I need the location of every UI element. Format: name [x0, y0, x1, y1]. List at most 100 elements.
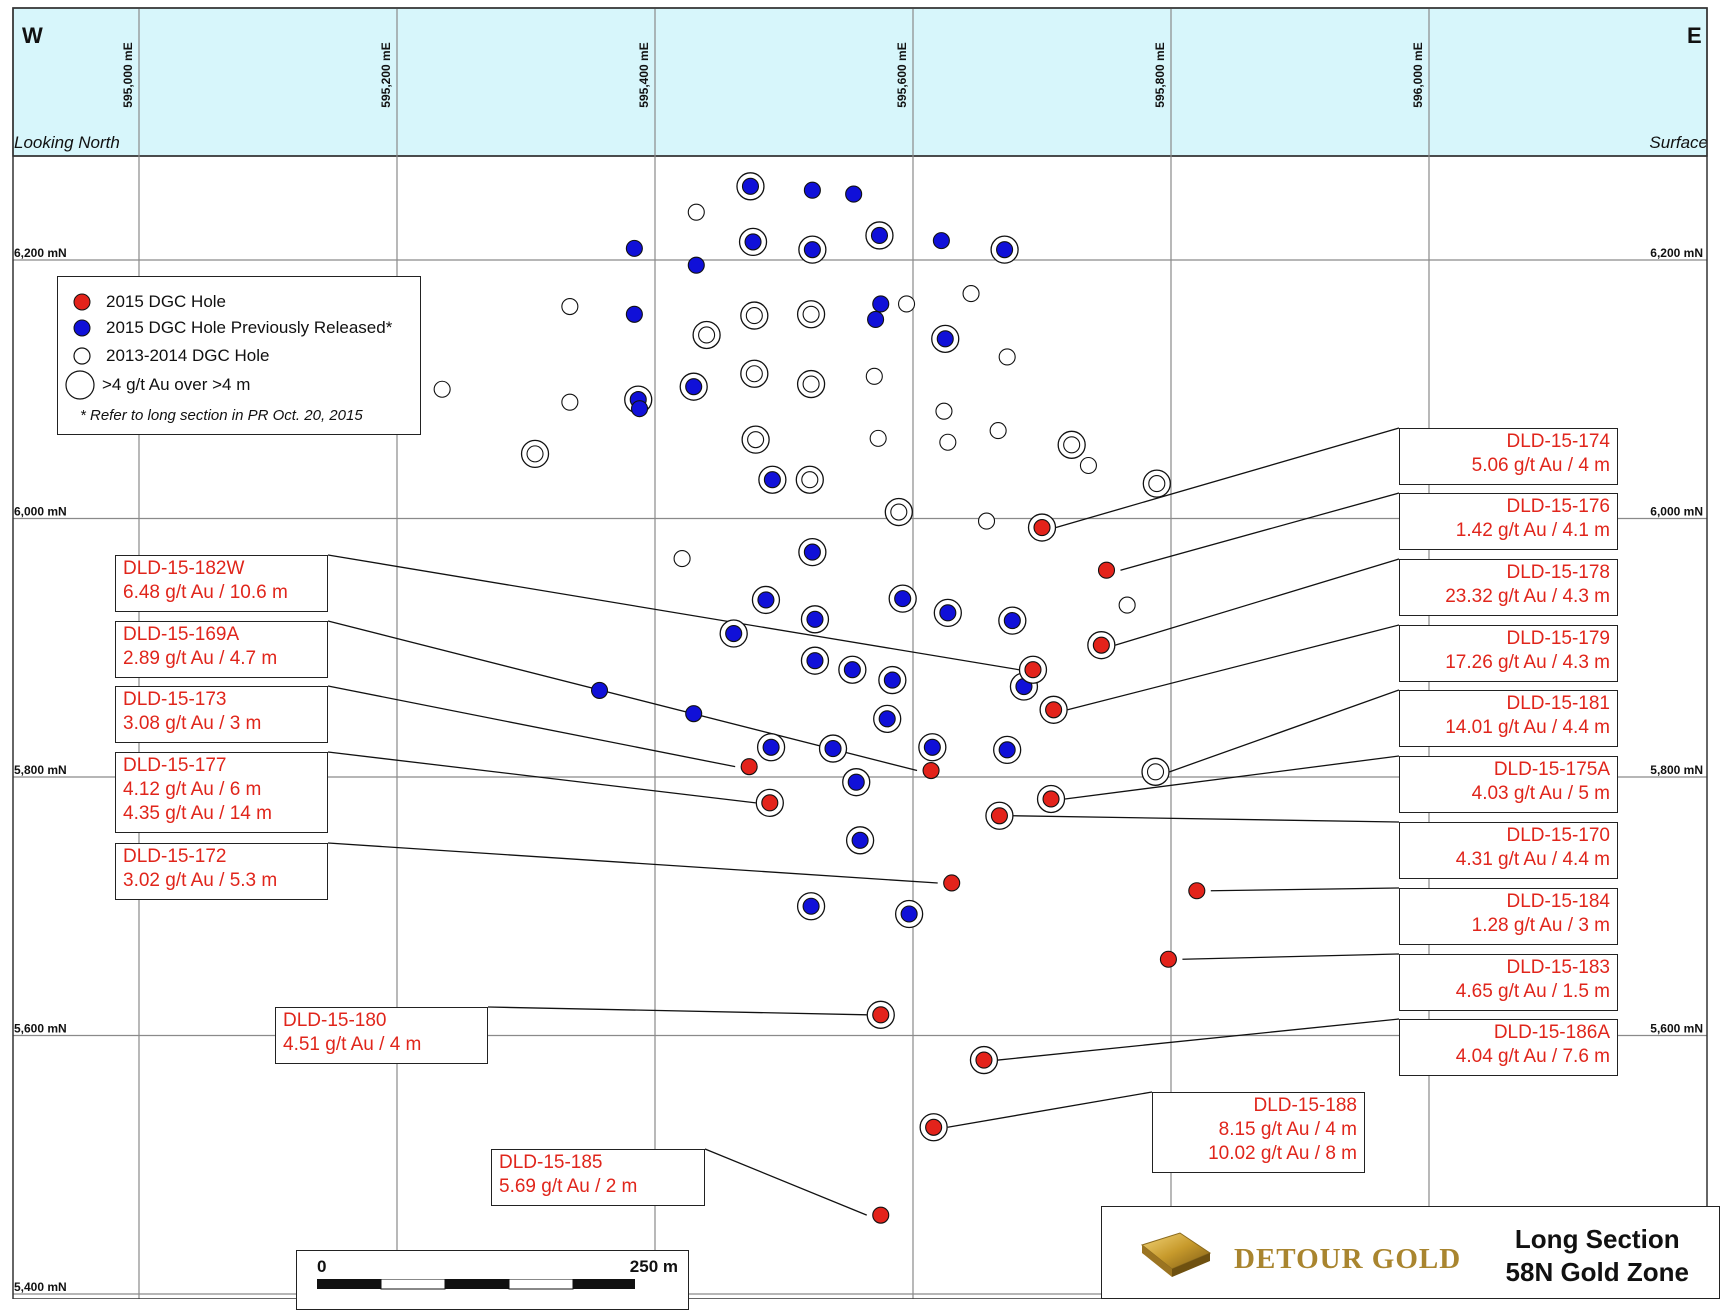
drill-hole-blue	[798, 235, 827, 264]
drill-hole-red	[1097, 561, 1116, 579]
hole-dot	[865, 367, 883, 385]
drill-hole-blue	[845, 185, 863, 203]
hole-dot	[1159, 950, 1177, 968]
callout-dld-15-170: DLD-15-170 4.31 g/t Au / 4.4 m	[1399, 822, 1618, 879]
drill-hole-red	[969, 1045, 999, 1075]
hole-dot	[897, 295, 916, 313]
drill-hole-blue	[872, 295, 890, 313]
drill-hole-open	[740, 359, 769, 388]
drill-hole-blue	[679, 372, 708, 401]
hole-dot	[998, 348, 1016, 366]
drill-hole-blue	[590, 681, 609, 699]
legend-item-red-dot: 2015 DGC Hole	[58, 289, 226, 315]
hole-dot	[894, 590, 912, 608]
frame	[12, 7, 1708, 1299]
drill-hole-open	[897, 295, 916, 313]
hole-dot	[851, 831, 869, 849]
drill-hole-red	[740, 758, 758, 776]
drill-hole-blue	[818, 734, 848, 763]
hole-dot	[878, 710, 896, 728]
callout-line: DLD-15-184	[1506, 891, 1611, 912]
hole-dot	[741, 177, 760, 195]
callout-dld-15-178: DLD-15-178 23.32 g/t Au / 4.3 m	[1399, 559, 1618, 616]
callout-line: 8.15 g/t Au / 4 m	[1218, 1119, 1357, 1140]
drill-hole-blue	[894, 899, 924, 929]
hole-dot	[561, 393, 579, 411]
drill-hole-red	[922, 761, 940, 780]
drill-hole-open	[869, 429, 887, 447]
callout-line: 4.65 g/t Au / 1.5 m	[1455, 981, 1610, 1002]
hole-dot	[687, 256, 705, 274]
callout-line: DLD-15-182W	[123, 558, 245, 579]
drill-hole-open	[795, 465, 824, 494]
hole-dot	[630, 400, 649, 418]
drill-hole-open	[796, 300, 826, 329]
northing-label-left: 6,200 mN	[14, 246, 67, 260]
drill-hole-open	[673, 550, 691, 568]
northing-label-right: 6,000 mN	[1650, 505, 1703, 519]
hole-dot	[762, 738, 780, 756]
legend-label: 2015 DGC Hole	[106, 292, 227, 311]
legend-label: 2013-2014 DGC Hole	[106, 346, 270, 365]
leader-line	[1210, 887, 1400, 892]
callout-dld-15-183: DLD-15-183 4.65 g/t Au / 1.5 m	[1399, 954, 1618, 1011]
drill-hole-open	[561, 393, 579, 411]
callout-line: 6.48 g/t Au / 10.6 m	[123, 582, 288, 603]
legend-item-blue-dot: 2015 DGC Hole Previously Released*	[58, 315, 392, 341]
drill-hole-blue	[932, 232, 950, 250]
hole-dot	[747, 431, 765, 449]
hole-dot	[869, 429, 887, 447]
drill-hole-open	[977, 512, 996, 530]
west-label: W	[22, 23, 43, 48]
callout-line: 2.89 g/t Au / 4.7 m	[123, 648, 278, 669]
drill-holes	[433, 172, 1206, 1224]
hole-dot	[935, 402, 953, 420]
leader-line	[947, 1091, 1153, 1128]
drill-hole-red	[919, 1113, 948, 1142]
drill-hole-blue	[751, 585, 781, 615]
callout-dld-15-172: DLD-15-172 3.02 g/t Au / 5.3 m	[115, 843, 328, 900]
hole-dot	[802, 375, 820, 393]
drill-hole-blue	[800, 646, 830, 675]
callout-dld-15-184: DLD-15-184 1.28 g/t Au / 3 m	[1399, 888, 1618, 945]
leader-line	[327, 842, 938, 884]
callout-line: DLD-15-169A	[123, 624, 240, 645]
callout-line: 4.35 g/t Au / 14 m	[123, 803, 272, 824]
hole-dot	[761, 794, 779, 812]
hole-dot	[872, 1006, 890, 1024]
drill-hole-blue	[758, 465, 787, 494]
title-line-1: Long Section	[1514, 1224, 1680, 1254]
drill-hole-open	[687, 203, 705, 221]
east-label: E	[1687, 23, 1702, 48]
leader-line	[704, 1148, 867, 1216]
hole-dot	[1118, 596, 1136, 614]
drill-hole-red	[1036, 784, 1066, 814]
easting-label: 596,000 mE	[1411, 42, 1425, 107]
callout-line: 4.12 g/t Au / 6 m	[123, 779, 262, 800]
drill-hole-blue	[803, 181, 821, 199]
hole-dot	[1042, 790, 1060, 808]
blue-dot-icon	[58, 317, 106, 339]
legend-item-open-circle: 2013-2014 DGC Hole	[58, 343, 269, 369]
drill-hole-red	[872, 1206, 890, 1224]
callout-line: DLD-15-172	[123, 846, 227, 867]
drill-hole-blue	[838, 655, 867, 684]
callout-line: DLD-15-173	[123, 689, 227, 710]
hole-dot	[936, 330, 954, 348]
hole-dot	[932, 232, 950, 250]
hole-dot	[998, 741, 1016, 759]
leader-line	[327, 620, 918, 772]
drill-hole-blue	[993, 735, 1022, 765]
leader-line	[997, 1018, 1400, 1061]
hole-dot	[685, 378, 703, 396]
hole-dot	[687, 203, 705, 221]
drill-hole-blue	[738, 227, 768, 257]
drill-hole-red	[1159, 950, 1177, 968]
gold-bar-icon	[1140, 1232, 1212, 1277]
drill-hole-blue	[796, 892, 826, 921]
hole-dot	[989, 422, 1007, 440]
hole-dot	[802, 305, 820, 323]
drill-hole-blue	[990, 235, 1019, 264]
drill-hole-open	[989, 422, 1007, 440]
hole-dot	[1092, 636, 1110, 654]
